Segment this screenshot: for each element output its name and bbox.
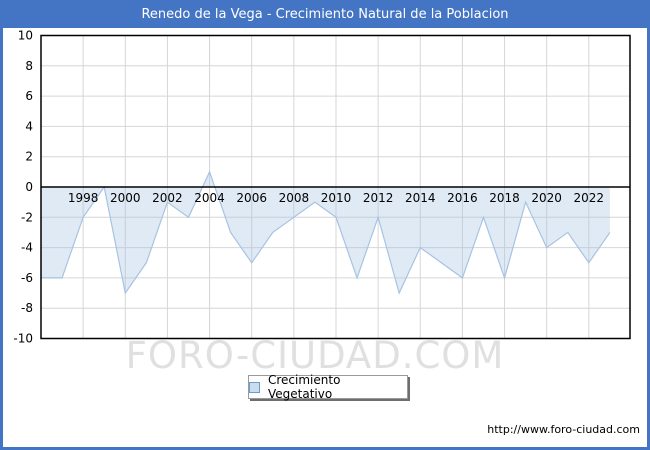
y-axis-tick-label: 6 [25, 89, 33, 103]
series-area [41, 171, 610, 294]
x-axis-tick-label: 2002 [152, 191, 183, 205]
x-axis-tick-label: 1998 [68, 191, 99, 205]
footer-link[interactable]: http://www.foro-ciudad.com [487, 423, 640, 436]
y-axis-tick-label: 10 [18, 29, 33, 43]
x-axis-tick-label: 2010 [321, 191, 352, 205]
x-axis-tick-label: 2012 [363, 191, 394, 205]
x-axis-tick-label: 2022 [574, 191, 605, 205]
chart-canvas: -10 -8 -6 -4 -2 0 2 4 6 8 10 1998 2000 2002 2004 2006 20… [13, 29, 631, 346]
x-axis-tick-label: 2004 [194, 191, 225, 205]
title-bar: Renedo de la Vega - Crecimiento Natural … [0, 0, 650, 28]
x-axis-tick-label: 2008 [279, 191, 310, 205]
y-axis-tick-label: -2 [21, 210, 33, 224]
y-axis-tick-label: -6 [21, 271, 33, 285]
y-axis-tick-label: 0 [25, 180, 33, 194]
y-axis-tick-label: -8 [21, 301, 33, 315]
y-axis-tick-label: 4 [25, 119, 33, 133]
y-axis-tick-label: 2 [25, 150, 33, 164]
legend-series-marker-icon [249, 381, 260, 393]
x-axis-tick-label: 2000 [110, 191, 141, 205]
series-line [41, 170, 611, 295]
x-axis-tick-label: 2016 [447, 191, 478, 205]
watermark: FORO-CIUDAD.COM [125, 334, 505, 377]
y-axis-tick-label: -4 [21, 241, 33, 255]
plot-border [40, 34, 631, 340]
x-axis-tick-label: 2014 [405, 191, 436, 205]
chart-title: Renedo de la Vega - Crecimiento Natural … [141, 6, 509, 22]
y-axis-tick-label: -10 [13, 332, 33, 346]
x-axis-tick-label: 2018 [489, 191, 520, 205]
y-axis-tick-label: 8 [25, 59, 33, 73]
legend-label: Crecimiento Vegetativo [268, 373, 341, 401]
x-axis-tick-label: 2006 [236, 191, 267, 205]
legend-box[interactable]: Crecimiento Vegetativo [248, 373, 408, 401]
x-axis-tick-label: 2020 [531, 191, 562, 205]
